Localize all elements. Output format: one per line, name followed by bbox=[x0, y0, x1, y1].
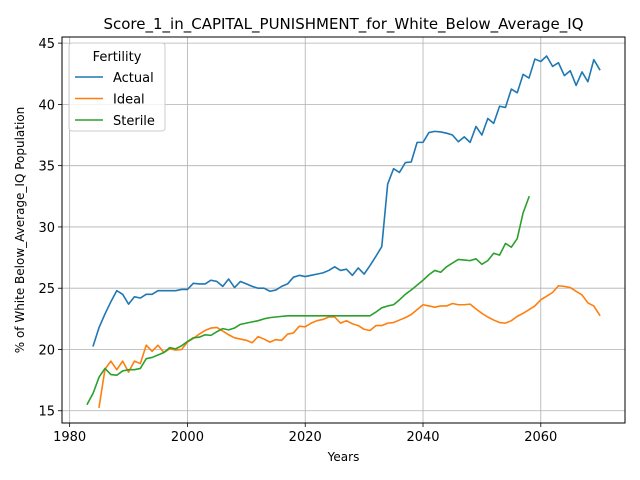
x-tick-label: 2040 bbox=[406, 430, 439, 445]
series-line-ideal bbox=[98, 284, 601, 408]
series-lines bbox=[86, 55, 601, 408]
grid bbox=[62, 37, 625, 423]
x-axis-label: Years bbox=[327, 450, 360, 464]
x-tick-label: 2060 bbox=[524, 430, 557, 445]
y-axis-ticks: 15 20 25 30 35 40 45 bbox=[38, 37, 62, 420]
series-line-sterile bbox=[86, 195, 531, 406]
y-tick-label: 35 bbox=[38, 160, 55, 175]
y-tick-label: 15 bbox=[38, 405, 55, 420]
legend-label-sterile: Sterile bbox=[113, 114, 155, 129]
plot-frame bbox=[61, 36, 626, 424]
series-line-actual bbox=[92, 55, 601, 347]
legend-box bbox=[68, 42, 166, 132]
y-tick-label: 20 bbox=[38, 343, 55, 358]
x-axis-ticks: 1980 2000 2020 2040 2060 bbox=[53, 423, 557, 445]
y-axis-label: % of White Below_Average_IQ Population bbox=[13, 107, 27, 354]
y-tick-label: 45 bbox=[38, 37, 55, 52]
y-tick-label: 25 bbox=[38, 282, 55, 297]
x-tick-label: 2020 bbox=[289, 430, 322, 445]
chart-title: Score_1_in_CAPITAL_PUNISHMENT_for_White_… bbox=[103, 15, 583, 34]
y-tick-label: 30 bbox=[38, 221, 55, 236]
legend-items: Actual Ideal Sterile bbox=[75, 71, 155, 129]
legend: Fertility Actual Ideal Sterile bbox=[68, 42, 166, 132]
x-tick-label: 2000 bbox=[171, 430, 204, 445]
y-tick-label: 40 bbox=[38, 98, 55, 113]
x-tick-label: 1980 bbox=[53, 430, 86, 445]
legend-title: Fertility bbox=[93, 50, 142, 65]
legend-label-ideal: Ideal bbox=[113, 93, 145, 108]
legend-label-actual: Actual bbox=[113, 71, 154, 86]
